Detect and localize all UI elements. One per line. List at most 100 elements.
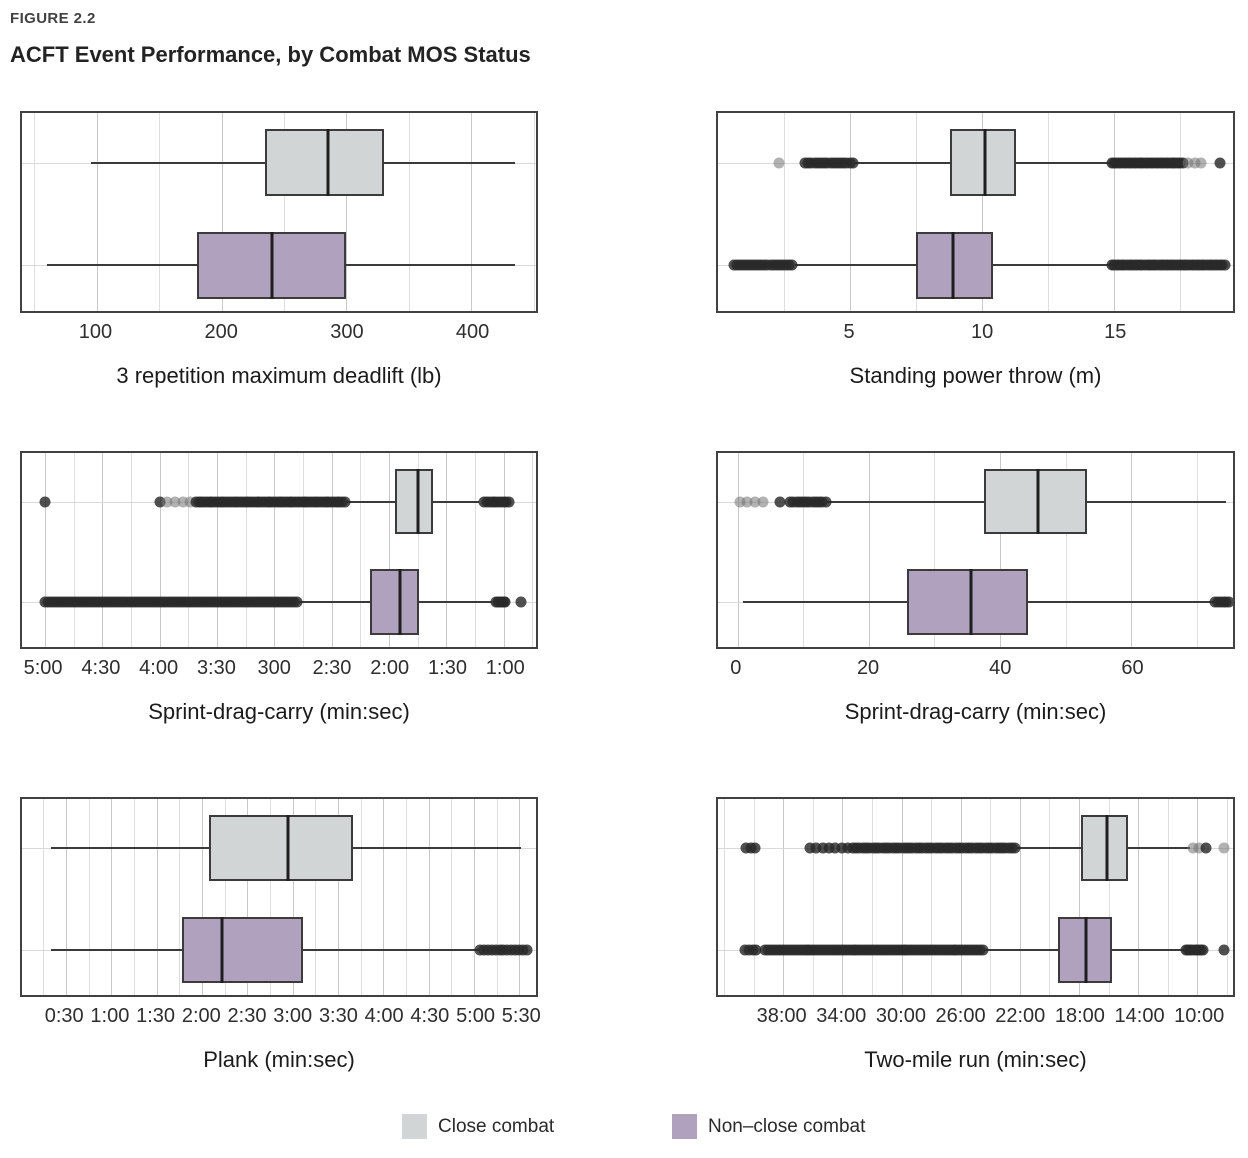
gridline	[201, 799, 203, 995]
axis-title: Plank (min:sec)	[203, 1047, 355, 1072]
tick-label: 30:00	[875, 1005, 926, 1027]
axis-title: Standing power throw (m)	[849, 363, 1102, 388]
tick-label: 5	[843, 321, 855, 343]
tick-label: 3:30	[318, 1005, 358, 1027]
axis-ticks: 0 20 40 60	[716, 657, 1235, 685]
gridline	[1131, 453, 1133, 647]
median-line	[1105, 814, 1109, 882]
gridline	[934, 453, 936, 647]
whisker	[383, 161, 515, 164]
tick-label: 15	[1104, 321, 1127, 343]
tick-label: 1:00	[485, 657, 525, 679]
gridline	[221, 113, 223, 311]
median-line	[270, 231, 273, 300]
legend: Close combat Non–close combat	[0, 1113, 1248, 1141]
gridline	[315, 799, 317, 995]
gridline	[1048, 113, 1050, 311]
tick-label: 200	[204, 321, 238, 343]
gridline	[871, 799, 873, 995]
gridline	[737, 453, 739, 647]
gridline	[812, 799, 814, 995]
whisker	[992, 264, 1112, 267]
gridline	[990, 799, 992, 995]
gridline	[331, 453, 333, 647]
outlier-dot	[749, 842, 761, 854]
gridline	[245, 453, 247, 647]
whisker	[794, 264, 917, 267]
outlier-dot	[749, 496, 761, 507]
outlier-dot	[1223, 596, 1233, 608]
gridline	[850, 113, 852, 311]
gridline	[784, 113, 786, 311]
gridline	[723, 799, 725, 995]
legend-swatch-close-combat	[402, 1114, 427, 1139]
outlier-dot	[154, 496, 166, 507]
plot-area	[716, 797, 1235, 997]
gridline	[133, 799, 135, 995]
outlier-dot	[515, 596, 527, 608]
whisker	[303, 948, 479, 951]
whisker	[50, 948, 183, 951]
gridline	[73, 453, 75, 647]
tick-label: 5:00	[456, 1005, 495, 1027]
tick-label: 4:30	[410, 1005, 450, 1027]
gridline	[533, 113, 535, 311]
tick-label: 4:00	[364, 1005, 404, 1027]
gridline	[179, 799, 181, 995]
tick-label: 1:00	[90, 1005, 130, 1027]
gridline	[337, 799, 339, 995]
whisker	[826, 500, 984, 503]
outlier-dot	[503, 496, 515, 507]
outlier-dot	[734, 496, 746, 507]
tick-label: 2:30	[227, 1005, 267, 1027]
tick-label: 0	[730, 657, 742, 679]
axis-title: Sprint-drag-carry (min:sec)	[148, 699, 410, 724]
outlier-dot	[161, 496, 173, 507]
gridline	[247, 799, 249, 995]
axis-title: 3 repetition maximum deadlift (lb)	[116, 363, 442, 388]
whisker	[742, 601, 907, 604]
box-non-close-combat	[182, 916, 304, 984]
tick-label: 2:00	[181, 1005, 221, 1027]
tick-label: 18:00	[1054, 1005, 1105, 1027]
gridline	[405, 799, 407, 995]
gridline	[283, 113, 285, 311]
axis-ticks: 5:00 4:30 4:00 3:30 300 2:30 2:00 1:30 1:00	[20, 657, 538, 685]
median-line	[220, 916, 224, 984]
median-line	[969, 569, 973, 636]
plot-area	[716, 451, 1235, 649]
gridline	[65, 799, 67, 995]
box-close-combat	[1080, 814, 1128, 882]
box-close-combat	[394, 468, 433, 535]
gridline	[224, 799, 226, 995]
tick-label: 0:30	[44, 1005, 84, 1027]
gridline	[388, 453, 390, 647]
whisker	[353, 847, 521, 849]
tick-label: 4:30	[81, 657, 121, 679]
gridline	[1065, 453, 1067, 647]
median-line	[286, 814, 290, 882]
gridline	[960, 799, 962, 995]
gridline	[216, 453, 218, 647]
legend-label-non-close-combat: Non–close combat	[708, 1116, 866, 1137]
gridline	[360, 799, 362, 995]
median-line	[326, 128, 330, 197]
gridline	[474, 453, 476, 647]
tick-label: 5:30	[501, 1005, 541, 1027]
outlier-dot	[829, 842, 841, 854]
panel-plank: 0:30 1:00 1:30 2:00 2:30 3:00 3:30 4:00 4:30 5:00…	[20, 797, 541, 1073]
gridline	[111, 799, 113, 995]
tick-label: 22:00	[995, 1005, 1046, 1027]
outlier-dot	[1218, 944, 1230, 956]
outlier-dot	[1182, 157, 1194, 168]
tick-label: 3:00	[273, 1005, 313, 1027]
median-line	[1084, 916, 1088, 984]
legend-swatch-non-close-combat	[672, 1114, 697, 1139]
figure-number: FIGURE 2.2	[10, 10, 96, 27]
outlier-dot	[499, 596, 511, 608]
gridline	[383, 799, 385, 995]
gridline	[503, 453, 505, 647]
tick-label: 5:00	[23, 657, 63, 679]
median-line	[983, 128, 987, 197]
